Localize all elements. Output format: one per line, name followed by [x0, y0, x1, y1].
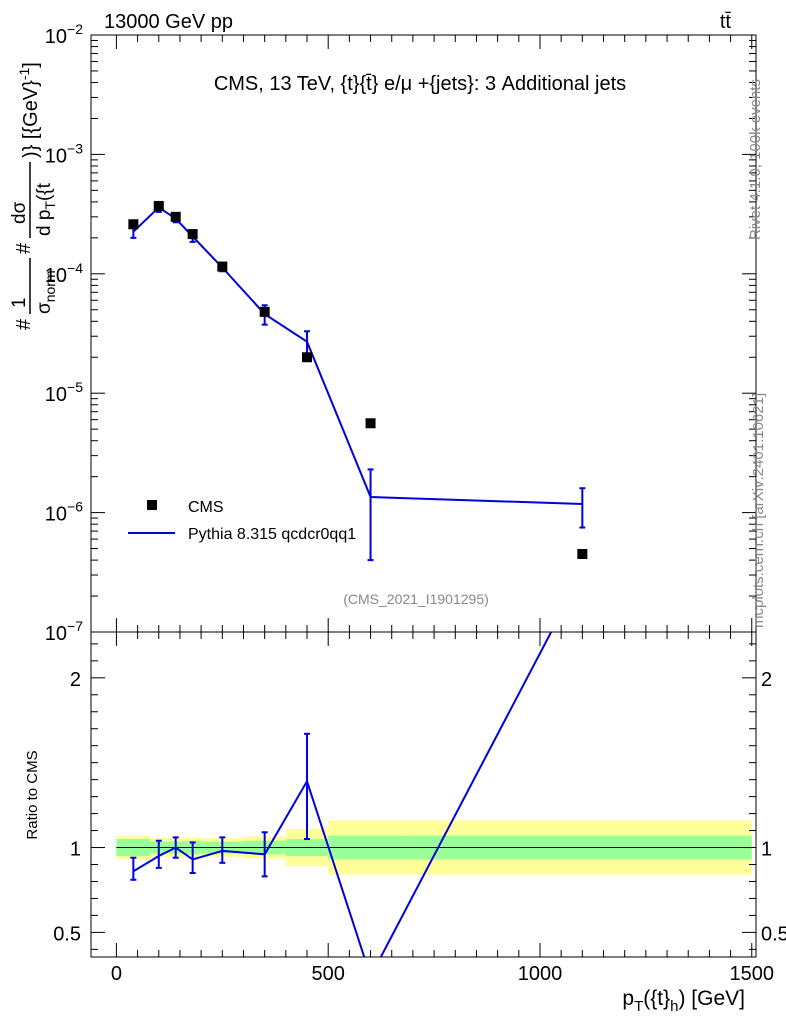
ratio-ytick-label-right: 1 — [761, 839, 772, 861]
ratio-ytick-label: 2 — [70, 669, 81, 691]
xlabel-main: p — [622, 987, 634, 1010]
ratio-ytick-label: 0.5 — [53, 923, 81, 945]
main-ytick-label: 10−5 — [45, 379, 83, 406]
ratio-ytick-label: 1 — [70, 839, 81, 861]
ratio-xtick-label: 500 — [312, 963, 345, 985]
main-plot-ylabel: # 1 σnorm # dσ d pT({t )} [{GeV}-1] — [9, 62, 58, 330]
ratio-xtick-label: 1500 — [730, 963, 775, 985]
xlabel-mid: ({t} — [643, 987, 670, 1010]
ratio-series — [130, 632, 553, 957]
main-ytick-label: 10−4 — [45, 260, 83, 287]
rivet-version-label: Rivet 4.1.0, 100k events — [747, 79, 764, 240]
main-plot-ytick-labels: 10−7 10−6 10−5 10−4 10−3 10−2 — [45, 21, 83, 645]
main-plot-ticks — [91, 34, 756, 633]
svg-text:)} [{GeV}-1]: )} [{GeV}-1] — [16, 62, 42, 158]
svg-text:σnorm: σnorm — [34, 270, 58, 314]
ylabel-num: 1 — [9, 297, 30, 308]
ratio-plot: 0.5 0.5 1 1 2 2 0 500 1000 1500 — [53, 631, 786, 985]
cms-point — [302, 352, 313, 363]
main-ytick-label: 10−7 — [45, 618, 83, 645]
cms-point — [128, 219, 139, 230]
main-plot: 10−7 10−6 10−5 10−4 10−3 10−2 CMS, 13 TeV, {t… — [45, 21, 757, 645]
cms-point — [577, 549, 588, 560]
analysis-watermark: (CMS_2021_I1901295) — [343, 591, 489, 607]
ratio-ytick-label-right: 2 — [761, 669, 772, 691]
ratio-plot-xtick-labels: 0 500 1000 1500 — [111, 963, 774, 985]
cms-point — [153, 200, 164, 211]
ratio-plot-ticks — [91, 632, 756, 957]
ratio-plot-ylabel: Ratio to CMS — [24, 750, 41, 839]
ratio-xtick-label: 0 — [111, 963, 122, 985]
ylabel-den-sub: norm — [42, 270, 58, 302]
ylabel-frac2-num: dσ — [9, 201, 30, 224]
ratio-ytick-label-right: 0.5 — [761, 923, 786, 945]
ylabel-tail: )} [{GeV} — [20, 80, 42, 158]
main-plot-title: CMS, 13 TeV, {t}{t̄} e/μ +{jets}: 3 Addi… — [214, 73, 626, 95]
main-ytick-label: 10−6 — [45, 499, 83, 526]
legend: CMS Pythia 8.315 qcdcr0qq1 — [128, 499, 356, 543]
x-axis-label: pT({t}h) [GeV] — [622, 987, 745, 1015]
header-left: 13000 GeV pp — [104, 11, 233, 33]
legend-cms-marker — [147, 500, 157, 510]
cms-point — [365, 418, 376, 429]
xlabel-end: ) [GeV] — [678, 987, 745, 1010]
ylabel-hash-1: # — [13, 318, 35, 330]
xlabel-sub2: h — [670, 998, 678, 1015]
xlabel-sub: T — [634, 998, 643, 1015]
main-ytick-label: 10−2 — [45, 21, 83, 48]
ylabel-frac2-den-sub: T — [42, 201, 58, 210]
main-ytick-label: 10−3 — [45, 140, 83, 167]
header-right: tt̄ — [720, 11, 732, 33]
ylabel-tail-sup: -1 — [16, 67, 32, 80]
legend-pythia-label: Pythia 8.315 qcdcr0qq1 — [188, 526, 356, 543]
ratio-plot-frame — [90, 631, 757, 958]
svg-text:d pT({t: d pT({t — [34, 182, 58, 236]
ylabel-den: σ — [34, 302, 55, 314]
ratio-xtick-label: 1000 — [518, 963, 563, 985]
ratio-plot-ytick-labels: 0.5 0.5 1 1 2 2 — [53, 669, 786, 946]
main-plot-series — [128, 200, 588, 562]
ylabel-hash-2: # — [13, 242, 35, 254]
ylabel-tail-end: ] — [20, 62, 42, 68]
svg-text:#: # — [13, 318, 35, 330]
legend-cms-label: CMS — [188, 499, 224, 516]
cms-point — [170, 211, 181, 222]
ylabel-frac2-den: d p — [34, 210, 55, 236]
cms-point — [187, 229, 198, 240]
ylabel-frac2-den-rest: ({t — [34, 182, 55, 201]
cms-point — [217, 261, 228, 272]
mcplots-label: mcplots.cern.ch [arXiv:2401.10621] — [750, 393, 767, 628]
cms-point — [259, 306, 270, 317]
pythia-line — [132, 206, 583, 505]
